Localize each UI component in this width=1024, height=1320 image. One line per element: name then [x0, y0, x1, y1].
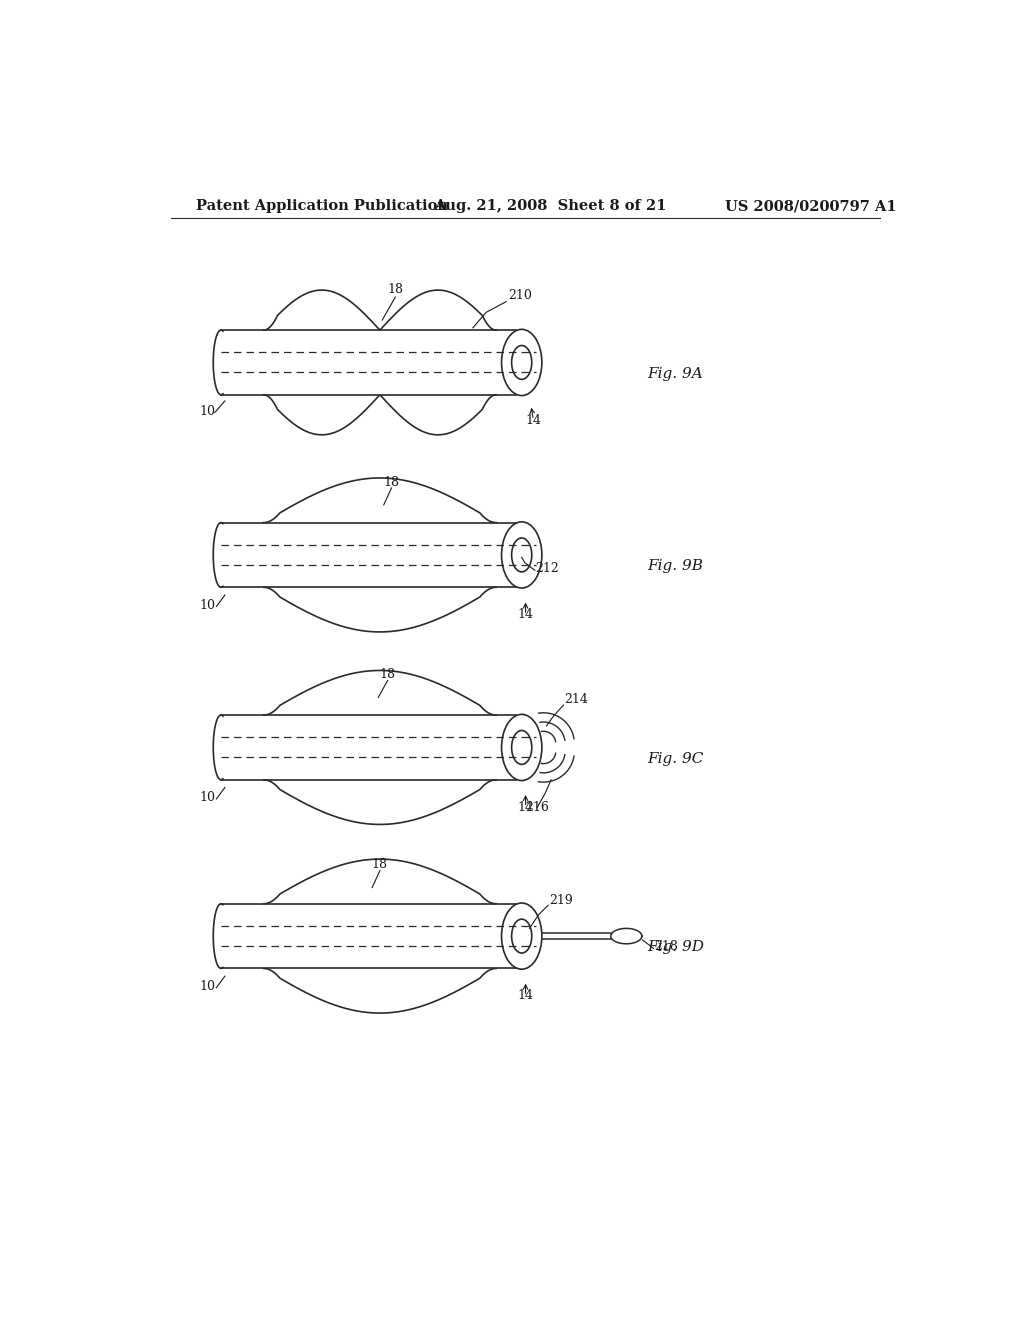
Text: 212: 212 [536, 562, 559, 576]
Text: 14: 14 [525, 414, 542, 428]
Text: 14: 14 [517, 609, 534, 622]
Text: 214: 214 [564, 693, 588, 706]
Text: 18: 18 [387, 284, 403, 296]
Text: Fig. 9D: Fig. 9D [647, 940, 705, 954]
Text: Aug. 21, 2008  Sheet 8 of 21: Aug. 21, 2008 Sheet 8 of 21 [434, 199, 667, 213]
Text: Fig. 9C: Fig. 9C [647, 752, 703, 766]
Text: Fig. 9B: Fig. 9B [647, 560, 703, 573]
Text: 216: 216 [525, 801, 549, 813]
Text: 219: 219 [549, 894, 572, 907]
Text: 10: 10 [199, 405, 215, 418]
Text: 10: 10 [199, 792, 215, 804]
Text: 10: 10 [199, 599, 215, 612]
Text: 218: 218 [654, 940, 678, 953]
Text: 14: 14 [517, 989, 534, 1002]
Text: Patent Application Publication: Patent Application Publication [197, 199, 449, 213]
Text: 18: 18 [380, 668, 395, 681]
Text: 14: 14 [517, 801, 534, 813]
Text: Fig. 9A: Fig. 9A [647, 367, 703, 381]
Text: 18: 18 [372, 858, 388, 871]
Text: US 2008/0200797 A1: US 2008/0200797 A1 [725, 199, 896, 213]
Text: 10: 10 [199, 979, 215, 993]
Text: 18: 18 [384, 475, 399, 488]
Text: 210: 210 [508, 289, 531, 301]
